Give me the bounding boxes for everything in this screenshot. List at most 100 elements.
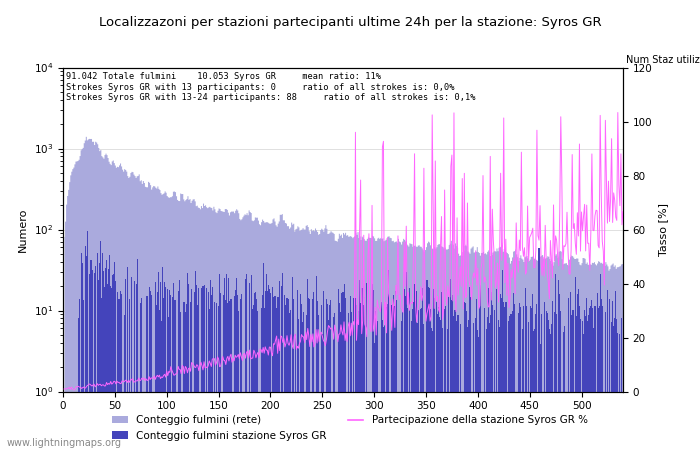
Bar	[292, 277, 293, 450]
Bar	[418, 310, 419, 450]
Bar	[164, 282, 165, 450]
Bar	[102, 253, 103, 450]
Bar	[376, 321, 377, 450]
Bar	[186, 304, 187, 450]
Bar	[293, 298, 294, 450]
Bar	[428, 288, 430, 450]
Bar	[240, 299, 241, 450]
Bar	[94, 266, 96, 450]
Bar	[615, 291, 616, 450]
Bar	[185, 311, 186, 450]
Bar	[577, 294, 578, 450]
Bar	[228, 279, 230, 450]
Bar	[163, 298, 164, 450]
Bar	[348, 313, 349, 450]
Legend: Conteggio fulmini (rete), Conteggio fulmini stazione Syros GR, Partecipazione de: Conteggio fulmini (rete), Conteggio fulm…	[108, 411, 592, 445]
Bar	[360, 303, 361, 450]
Bar	[534, 329, 536, 450]
Bar	[219, 274, 220, 450]
Bar	[256, 299, 258, 450]
Bar	[276, 308, 277, 450]
Bar	[120, 294, 122, 450]
Bar	[94, 273, 95, 450]
Bar	[588, 315, 589, 450]
Bar	[444, 309, 445, 450]
Bar	[269, 289, 270, 450]
Bar	[333, 317, 334, 450]
Bar	[393, 295, 394, 450]
Text: 91.042 Totale fulmini    10.053 Syros GR     mean ratio: 11%
Strokes Syros GR wi: 91.042 Totale fulmini 10.053 Syros GR me…	[66, 72, 475, 102]
Bar	[491, 292, 492, 450]
Bar	[124, 315, 125, 450]
Bar	[254, 292, 256, 450]
Bar	[590, 306, 592, 450]
Bar	[520, 307, 521, 450]
Bar	[607, 290, 608, 450]
Bar	[438, 306, 439, 450]
Bar	[533, 331, 534, 450]
Bar	[104, 287, 105, 450]
Bar	[187, 273, 188, 450]
Bar	[611, 322, 612, 450]
Bar	[268, 285, 269, 450]
Bar	[295, 334, 296, 450]
Bar	[466, 310, 467, 450]
Bar	[505, 302, 506, 450]
Bar	[405, 296, 406, 450]
Bar	[594, 306, 596, 450]
Bar	[146, 296, 148, 450]
Bar	[384, 310, 385, 450]
Bar	[605, 312, 606, 450]
Bar	[358, 311, 359, 450]
Bar	[316, 301, 318, 450]
Bar	[558, 279, 559, 450]
Bar	[477, 329, 478, 450]
Bar	[245, 279, 246, 450]
Bar	[551, 324, 552, 450]
Bar	[196, 285, 197, 450]
Bar	[260, 308, 262, 450]
Bar	[377, 321, 378, 450]
Bar	[468, 320, 469, 450]
Bar	[303, 312, 304, 450]
Bar	[415, 301, 416, 450]
Y-axis label: Numero: Numero	[18, 207, 28, 252]
Bar	[194, 292, 195, 450]
Bar	[392, 304, 393, 450]
Bar	[547, 313, 548, 450]
Bar	[148, 287, 150, 450]
Bar	[103, 271, 104, 450]
Bar	[321, 306, 322, 450]
Bar	[78, 318, 79, 450]
Bar	[211, 295, 212, 450]
Bar	[342, 292, 344, 450]
Bar	[538, 248, 540, 450]
Bar	[279, 281, 280, 450]
Bar	[312, 299, 314, 450]
Bar	[519, 303, 520, 450]
Bar	[161, 321, 162, 450]
Bar	[209, 309, 210, 450]
Text: Localizzazoni per stazioni partecipanti ultime 24h per la stazione: Syros GR: Localizzazoni per stazioni partecipanti …	[99, 16, 601, 29]
Bar	[364, 297, 365, 450]
Bar	[262, 263, 264, 450]
Bar	[573, 310, 574, 450]
Bar	[307, 279, 308, 450]
Bar	[475, 318, 476, 450]
Bar	[503, 302, 504, 450]
Bar	[329, 305, 330, 450]
Bar	[112, 275, 113, 450]
Bar	[598, 306, 600, 450]
Bar	[277, 297, 278, 450]
Bar	[546, 310, 547, 450]
Bar	[361, 288, 362, 450]
Bar	[564, 326, 566, 450]
Bar	[134, 281, 135, 450]
Bar	[338, 289, 339, 450]
Bar	[592, 308, 594, 450]
Bar	[167, 288, 168, 450]
Bar	[523, 306, 524, 450]
Bar	[602, 306, 603, 450]
Bar	[81, 253, 82, 450]
Bar	[436, 302, 437, 450]
